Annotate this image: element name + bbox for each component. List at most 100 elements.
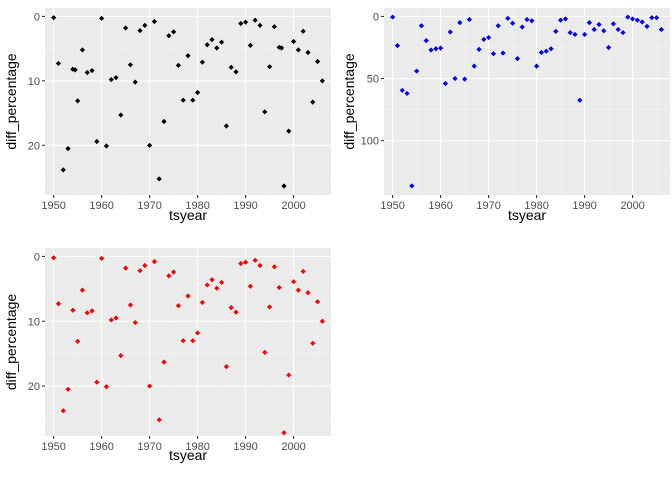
- data-point: [247, 283, 253, 289]
- data-point: [147, 142, 153, 148]
- data-point: [223, 364, 229, 370]
- data-point: [233, 309, 239, 315]
- data-point: [228, 64, 234, 70]
- x-tick-label: 1990: [233, 200, 257, 212]
- data-point: [634, 17, 640, 23]
- data-point: [286, 128, 292, 134]
- y-tick-label: 10: [28, 316, 40, 328]
- data-point: [505, 15, 511, 21]
- x-axis-title: tsyear: [169, 447, 207, 463]
- data-point: [156, 176, 162, 182]
- data-point: [271, 24, 277, 30]
- data-point: [113, 315, 119, 321]
- data-point: [310, 340, 316, 346]
- data-point: [433, 46, 439, 52]
- data-point: [70, 66, 76, 72]
- data-point: [399, 87, 405, 93]
- data-point: [462, 76, 468, 82]
- data-point: [519, 24, 525, 30]
- data-point: [108, 317, 114, 323]
- x-tick-label: 1950: [380, 200, 404, 212]
- data-point: [442, 80, 449, 87]
- data-point: [257, 22, 263, 29]
- data-point: [84, 69, 90, 76]
- data-point: [644, 23, 650, 29]
- x-tick-label: 1950: [41, 200, 65, 212]
- data-point: [175, 303, 182, 309]
- data-point: [538, 49, 544, 56]
- data-point: [55, 301, 62, 307]
- data-point: [123, 25, 129, 31]
- data-point: [548, 46, 554, 52]
- data-point: [113, 75, 119, 81]
- data-point: [218, 39, 225, 45]
- data-point: [290, 38, 297, 45]
- data-point: [629, 16, 636, 22]
- data-point: [185, 53, 191, 59]
- data-point: [65, 386, 71, 392]
- data-point: [247, 42, 253, 48]
- data-point: [180, 97, 186, 103]
- panel-background: [45, 8, 331, 195]
- x-tick-label: 1960: [428, 200, 452, 212]
- data-point: [51, 15, 57, 21]
- data-point: [94, 379, 100, 385]
- data-point: [209, 36, 215, 43]
- data-point: [199, 59, 205, 65]
- data-point: [295, 287, 301, 293]
- data-point: [233, 69, 239, 75]
- data-point: [457, 20, 463, 26]
- x-axis-title: tsyear: [508, 207, 546, 223]
- data-point: [562, 16, 568, 22]
- data-point: [214, 285, 220, 291]
- data-point: [300, 28, 306, 34]
- data-point: [161, 359, 167, 365]
- data-point: [156, 417, 162, 423]
- data-point: [452, 75, 458, 82]
- data-point: [605, 44, 612, 51]
- data-point: [252, 257, 258, 263]
- data-point: [601, 28, 607, 34]
- x-tick-label: 1950: [41, 441, 65, 453]
- data-point: [529, 18, 535, 24]
- data-point: [214, 45, 220, 51]
- data-point: [524, 16, 530, 23]
- data-point: [204, 42, 210, 48]
- data-point: [596, 21, 602, 28]
- data-point: [404, 90, 410, 97]
- data-point: [276, 284, 282, 291]
- data-point: [557, 17, 564, 23]
- data-point: [72, 67, 78, 73]
- data-point: [278, 45, 285, 51]
- data-point: [161, 118, 167, 125]
- data-point: [495, 23, 501, 29]
- data-point: [99, 255, 105, 261]
- data-point: [581, 31, 588, 38]
- data-point: [75, 98, 81, 104]
- data-point: [625, 14, 631, 20]
- data-point: [108, 76, 114, 83]
- data-point: [142, 262, 148, 269]
- data-point: [242, 19, 249, 25]
- data-point: [118, 112, 124, 118]
- x-tick-label: 1980: [524, 200, 548, 212]
- x-tick-label: 1990: [233, 441, 257, 453]
- data-point: [481, 36, 487, 43]
- data-point: [51, 255, 57, 261]
- x-tick-label: 1970: [137, 441, 161, 453]
- y-axis-title: diff_percentage: [3, 53, 19, 149]
- data-point: [103, 143, 110, 149]
- x-tick-label: 1980: [185, 200, 209, 212]
- x-tick-label: 1960: [89, 200, 113, 212]
- data-point: [300, 268, 306, 274]
- data-point: [310, 99, 316, 105]
- data-point: [305, 290, 311, 296]
- data-point: [223, 123, 229, 129]
- data-point: [266, 64, 273, 70]
- y-tick-label: 0: [34, 251, 40, 263]
- data-point: [242, 259, 249, 265]
- x-tick-label: 1970: [137, 200, 161, 212]
- data-point: [79, 287, 86, 293]
- data-point: [75, 338, 81, 344]
- data-point: [89, 67, 95, 74]
